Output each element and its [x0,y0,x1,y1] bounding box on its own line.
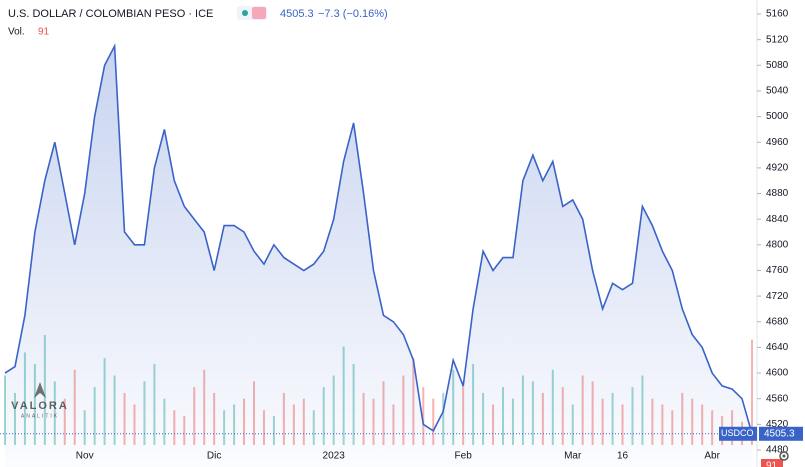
watermark: VALORA ANALITIK [11,382,69,419]
x-tick-label: Abr [704,451,720,462]
y-tick-label: 4680 [766,316,789,327]
volume-value: 91 [38,27,50,38]
last-price: 4505.3 [280,8,314,20]
settings-icon[interactable] [779,451,789,461]
y-tick-label: 4520 [766,419,789,430]
y-tick-label: 5120 [766,34,789,45]
x-tick-label: Nov [76,451,94,462]
y-tick-label: 4480 [766,445,789,456]
y-tick-label: 4840 [766,214,789,225]
price-tag-text: 4505.3 [764,428,795,439]
x-tick-label: 16 [617,451,629,462]
y-tick-label: 4720 [766,291,789,302]
volume-bar [422,387,425,445]
price-change: −7.3 (−0.16%) [318,8,388,20]
volume-bar [432,398,435,445]
watermark-text: VALORA [11,400,69,412]
y-tick-label: 4800 [766,239,789,250]
y-tick-label: 5160 [766,9,789,20]
price-tag [759,426,803,441]
y-tick-label: 5040 [766,86,789,97]
y-tick-label: 4560 [766,393,789,404]
x-tick-label: 2023 [323,451,346,462]
volume-bar [751,339,753,445]
watermark-logo [34,382,46,398]
x-tick-label: Mar [564,451,582,462]
x-tick-label: Dic [207,451,221,462]
status-dot [242,10,248,16]
chart-title: U.S. DOLLAR / COLOMBIAN PESO · ICE [8,8,213,20]
y-tick-label: 4600 [766,368,789,379]
area-fill [5,46,752,467]
y-tick-label: 5080 [766,60,789,71]
y-tick-label: 4880 [766,188,789,199]
symbol-tag [719,426,757,441]
volume-tag-text: 91 [766,461,778,467]
delay-badge [252,7,266,19]
y-tick-label: 4920 [766,163,789,174]
y-tick-label: 5000 [766,111,789,122]
watermark-subtext: ANALITIK [21,413,59,419]
symbol-tag-text: USDCO [721,428,754,438]
y-tick-label: 4760 [766,265,789,276]
price-line [4,43,753,435]
volume-tag [761,459,783,467]
y-tick-label: 4640 [766,342,789,353]
volume-label: Vol. [8,27,25,38]
x-tick-label: Feb [455,451,473,462]
y-tick-label: 4960 [766,137,789,148]
